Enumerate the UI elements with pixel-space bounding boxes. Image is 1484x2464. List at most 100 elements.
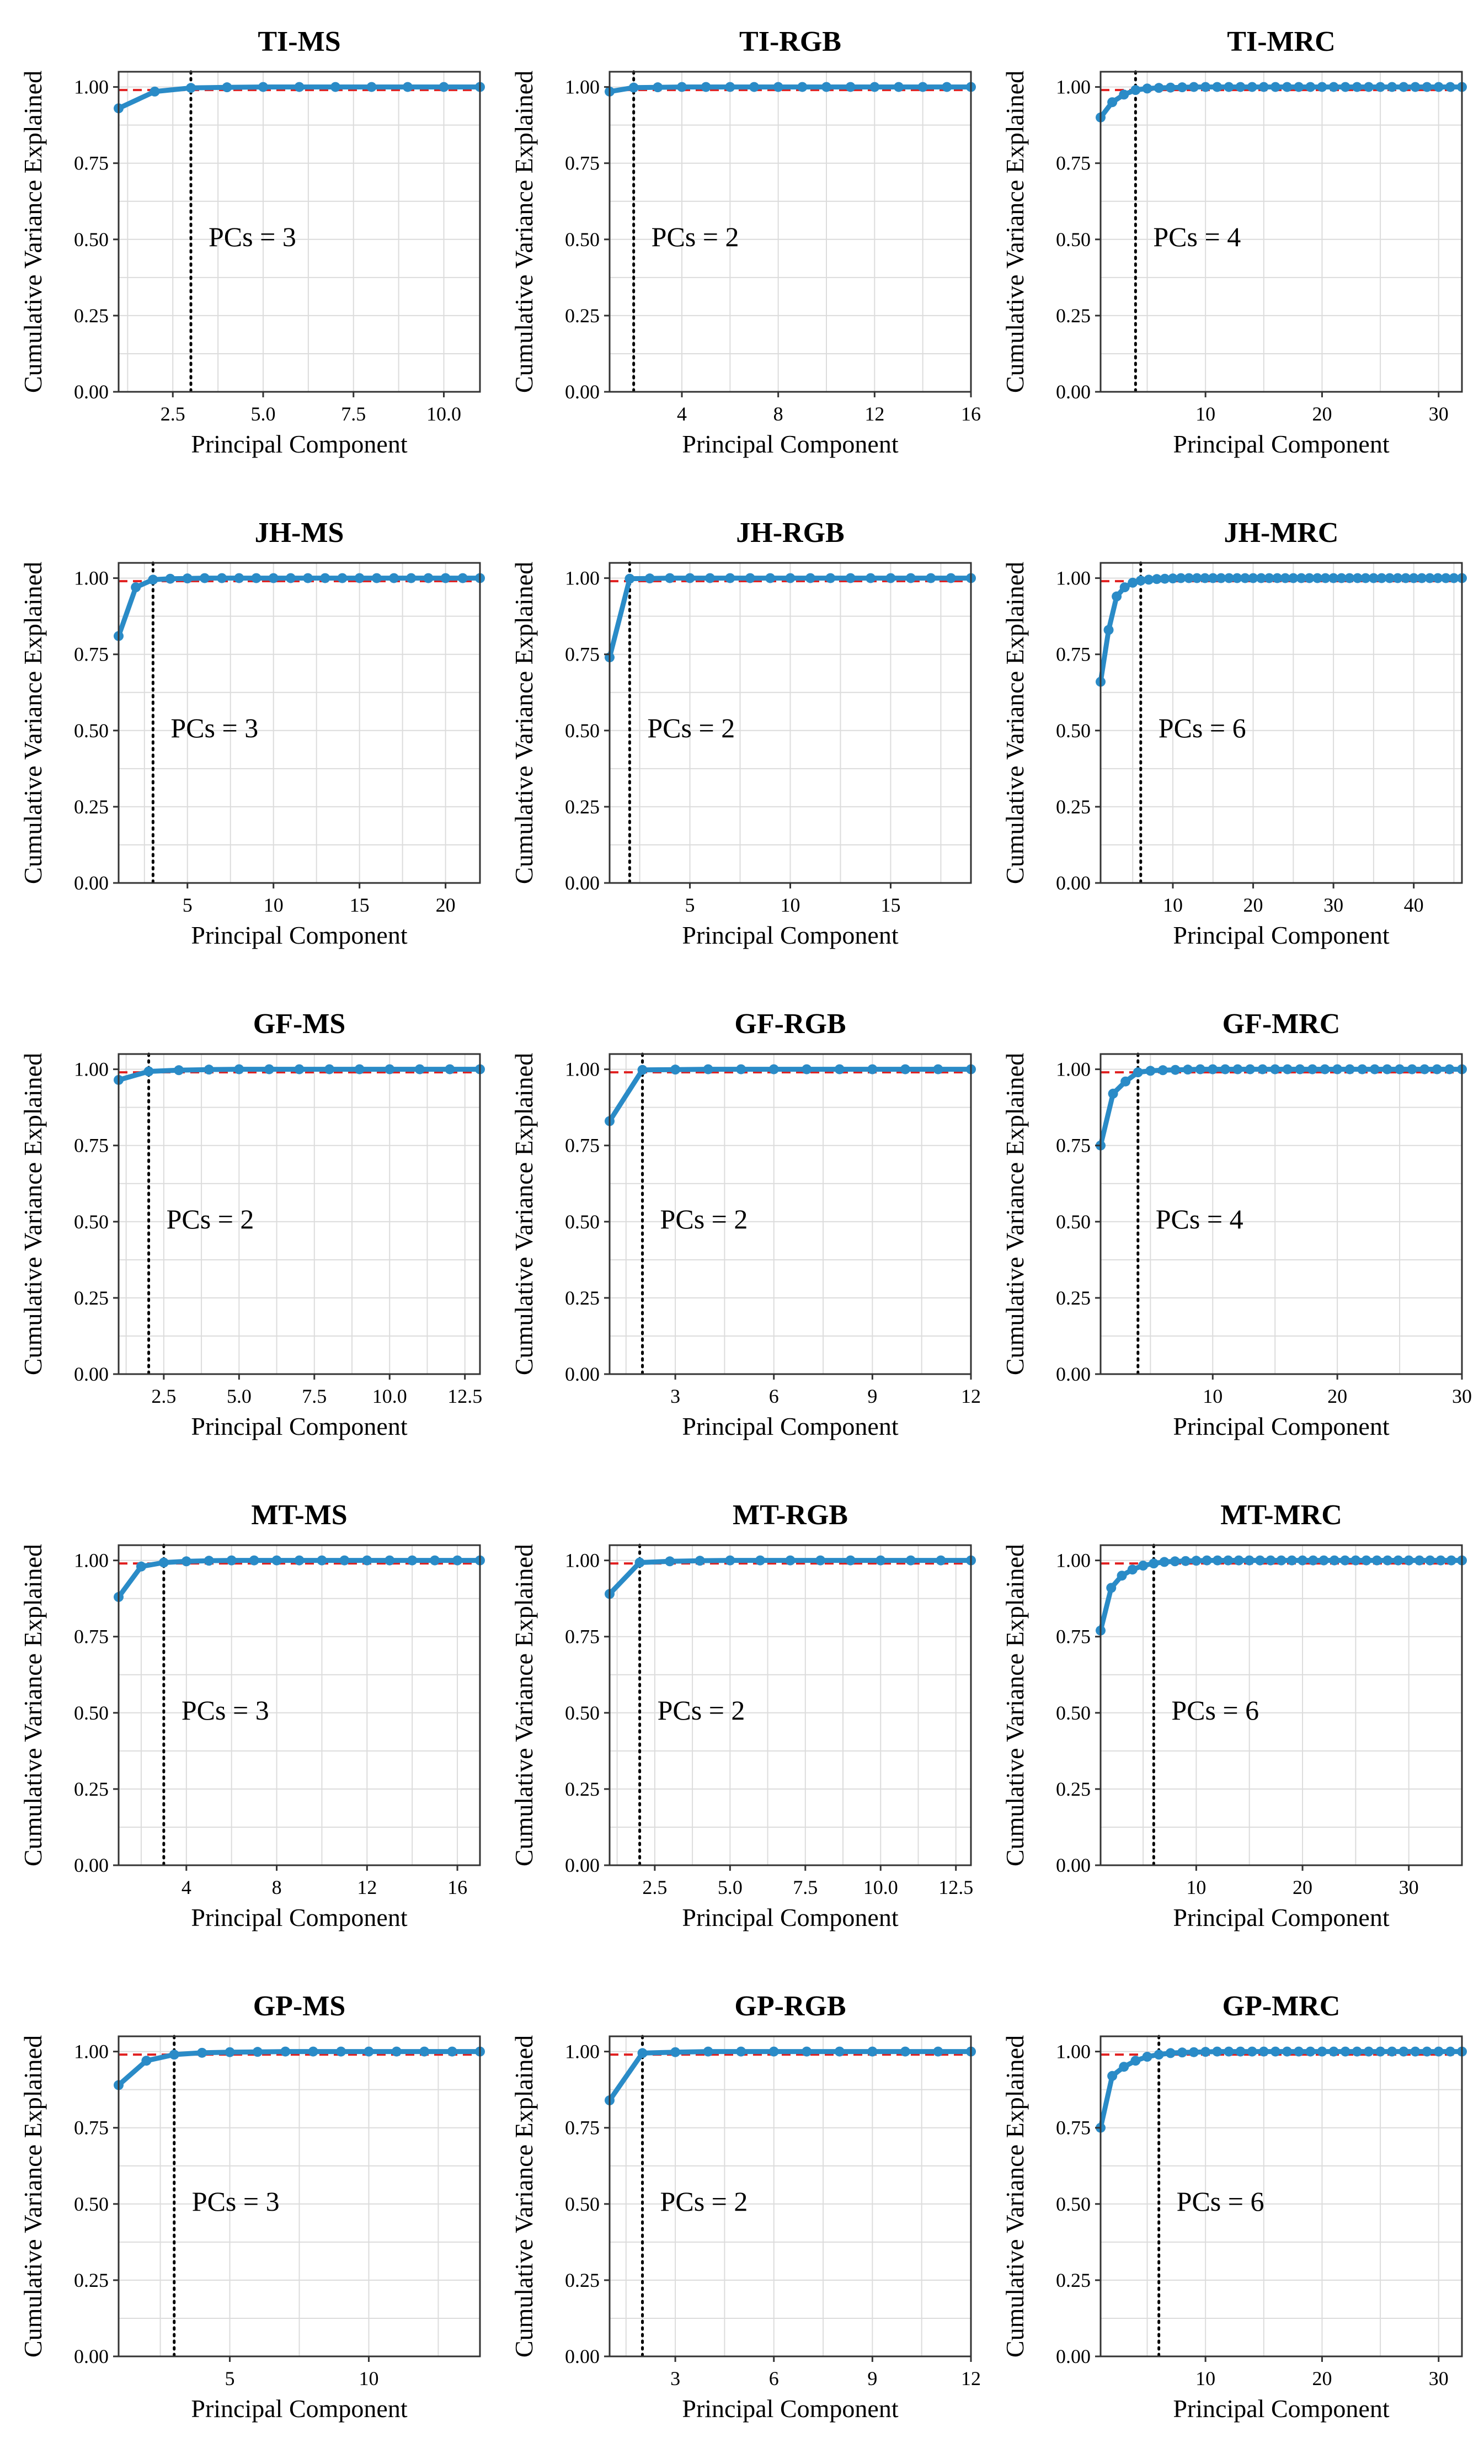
y-tick-label: 0.50 bbox=[565, 228, 600, 251]
cumulative-variance-line bbox=[607, 84, 974, 94]
data-point bbox=[821, 82, 831, 92]
plot-frame bbox=[118, 2035, 481, 2357]
data-point bbox=[1127, 1564, 1138, 1575]
y-tick-label: 0.25 bbox=[565, 1778, 600, 1800]
data-point bbox=[1308, 1555, 1318, 1566]
y-tick-label: 1.00 bbox=[74, 1058, 109, 1081]
data-point bbox=[1376, 573, 1387, 583]
data-point bbox=[736, 1064, 746, 1074]
data-point bbox=[1224, 573, 1234, 583]
pcs-annotation: PCs = 4 bbox=[1156, 1204, 1243, 1234]
y-tick-label: 0.25 bbox=[74, 2269, 109, 2291]
data-point bbox=[354, 1064, 365, 1074]
y-tick-label: 0.75 bbox=[1056, 152, 1091, 174]
data-point bbox=[320, 573, 330, 583]
data-point bbox=[773, 82, 783, 92]
data-point bbox=[670, 1065, 681, 1075]
y-axis-label: Cumulative Variance Explained bbox=[510, 1053, 538, 1375]
y-tick-label: 1.00 bbox=[1056, 1550, 1091, 1572]
data-point bbox=[1247, 82, 1257, 92]
panel-title: GP-RGB bbox=[734, 1991, 846, 2022]
data-points bbox=[1096, 82, 1467, 123]
x-tick-label: 3 bbox=[670, 2367, 680, 2390]
data-point bbox=[181, 1556, 191, 1567]
panel-ti-rgb: TI-RGB PCs = 2 0.00 0.25 0.50 0.75 1.00 4 8 12 16 P… bbox=[510, 26, 981, 458]
data-point bbox=[169, 2050, 179, 2060]
data-point bbox=[264, 1064, 274, 1074]
data-point bbox=[1408, 573, 1419, 583]
data-point bbox=[440, 573, 451, 583]
plot-frame bbox=[1099, 1544, 1463, 1866]
data-point bbox=[419, 2046, 430, 2057]
data-point bbox=[1305, 2046, 1316, 2057]
data-point bbox=[1305, 82, 1316, 92]
data-point bbox=[869, 82, 880, 92]
data-point bbox=[1119, 2062, 1129, 2072]
data-point bbox=[1119, 582, 1130, 593]
y-tick-label: 0.50 bbox=[74, 2193, 109, 2215]
data-point bbox=[1328, 2046, 1339, 2057]
data-point bbox=[225, 2047, 235, 2057]
data-point bbox=[725, 82, 735, 92]
data-point bbox=[1272, 573, 1283, 583]
data-points bbox=[1096, 1064, 1467, 1151]
data-points bbox=[605, 1555, 976, 1599]
y-tick-label: 0.75 bbox=[565, 643, 600, 666]
data-point bbox=[905, 1555, 916, 1566]
data-point bbox=[1189, 82, 1199, 92]
y-tick-label: 0.25 bbox=[565, 305, 600, 327]
x-tick-label: 12 bbox=[961, 1385, 981, 1407]
y-tick-label: 0.25 bbox=[74, 1287, 109, 1309]
data-point bbox=[1202, 1555, 1212, 1566]
data-point bbox=[1392, 573, 1403, 583]
data-point bbox=[845, 82, 856, 92]
cumulative-variance-line bbox=[1098, 84, 1465, 120]
data-point bbox=[1128, 577, 1138, 588]
data-points bbox=[605, 573, 976, 663]
y-tick-label: 0.75 bbox=[565, 1626, 600, 1648]
grid bbox=[1101, 1054, 1462, 1375]
data-point bbox=[1223, 1555, 1234, 1566]
plot-frame bbox=[1099, 2035, 1463, 2357]
data-point bbox=[1446, 1555, 1456, 1566]
y-axis-label: Cumulative Variance Explained bbox=[19, 71, 47, 393]
data-point bbox=[1393, 1555, 1403, 1566]
x-axis-label: Principal Component bbox=[682, 2394, 898, 2423]
data-point bbox=[1369, 1064, 1380, 1074]
data-point bbox=[900, 2046, 910, 2057]
data-point bbox=[1375, 82, 1386, 92]
data-point bbox=[1296, 573, 1306, 583]
x-tick-label: 10 bbox=[1195, 403, 1215, 425]
plot-frame bbox=[608, 71, 972, 393]
data-point bbox=[1340, 82, 1350, 92]
x-axis-label: Principal Component bbox=[1173, 1903, 1389, 1931]
data-point bbox=[802, 1064, 812, 1074]
data-point bbox=[150, 86, 160, 97]
x-axis-label: Principal Component bbox=[1173, 430, 1389, 458]
y-tick-label: 0.25 bbox=[565, 796, 600, 818]
y-tick-label: 1.00 bbox=[74, 76, 109, 98]
x-tick-label: 9 bbox=[867, 1385, 877, 1407]
data-point bbox=[900, 1064, 910, 1074]
data-point bbox=[371, 573, 382, 583]
x-tick-label: 30 bbox=[1452, 1385, 1472, 1407]
data-point bbox=[1410, 82, 1421, 92]
data-point bbox=[174, 1065, 184, 1076]
x-axis-label: Principal Component bbox=[191, 2394, 407, 2423]
y-tick-label: 1.00 bbox=[74, 567, 109, 589]
x-tick-label: 12.5 bbox=[447, 1385, 482, 1407]
pcs-annotation: PCs = 2 bbox=[167, 1204, 254, 1234]
data-point bbox=[624, 573, 635, 584]
data-point bbox=[1295, 1064, 1305, 1074]
data-point bbox=[1235, 2046, 1246, 2057]
data-point bbox=[1387, 82, 1397, 92]
panel-title: JH-RGB bbox=[736, 517, 844, 549]
y-tick-label: 0.00 bbox=[74, 2345, 109, 2367]
data-point bbox=[1256, 573, 1267, 583]
data-point bbox=[143, 1066, 154, 1077]
panel-gf-rgb: GF-RGB PCs = 2 0.00 0.25 0.50 0.75 1.00 3 6 9 12 Pr… bbox=[510, 1008, 981, 1440]
panel-mt-mrc: MT-MRC PCs = 6 0.00 0.25 0.50 0.75 1.00 10 20 30 P… bbox=[1001, 1499, 1467, 1931]
plot-frame bbox=[118, 71, 481, 393]
x-axis-label: Principal Component bbox=[682, 1903, 898, 1931]
data-point bbox=[1329, 1555, 1339, 1566]
